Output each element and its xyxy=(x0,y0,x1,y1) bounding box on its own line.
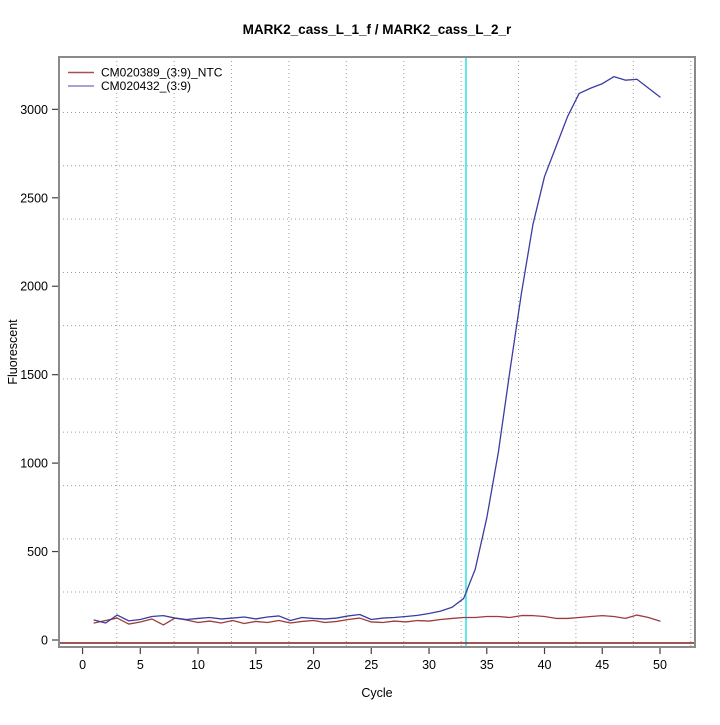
x-tick-label: 25 xyxy=(364,658,378,672)
data-series xyxy=(93,75,661,626)
ntc-curve xyxy=(93,614,661,626)
amplification-curve xyxy=(93,75,661,624)
plot-border xyxy=(58,56,696,648)
y-tick-label: 2500 xyxy=(20,191,48,205)
x-tick-label: 50 xyxy=(653,658,667,672)
y-tick-label: 3000 xyxy=(20,103,48,117)
x-tick-label: 40 xyxy=(538,658,552,672)
x-tick-label: 20 xyxy=(307,658,321,672)
axis-ticks: 0 5 10 15 20 25 30 35 40 45 5005001000150020002500… xyxy=(20,103,667,672)
y-tick-label: 0 xyxy=(41,633,48,647)
legend-label-ntc: CM020389_(3:9)_NTC xyxy=(101,66,223,80)
marker-lines xyxy=(59,57,695,647)
legend: CM020389_(3:9)_NTC CM020432_(3:9) xyxy=(68,66,223,93)
y-tick-label: 2000 xyxy=(20,280,48,294)
x-tick-label: 5 xyxy=(137,658,144,672)
x-tick-label: 30 xyxy=(422,658,436,672)
y-tick-label: 1000 xyxy=(20,457,48,471)
x-tick-label: 45 xyxy=(595,658,609,672)
legend-label-sample: CM020432_(3:9) xyxy=(101,79,191,93)
plot-box xyxy=(58,56,696,648)
gridlines xyxy=(59,57,695,647)
x-axis-label: Cycle xyxy=(361,686,392,700)
x-tick-label: 10 xyxy=(191,658,205,672)
y-axis-label: Fluorescent xyxy=(6,319,20,385)
x-tick-label: 15 xyxy=(249,658,263,672)
y-tick-label: 1500 xyxy=(20,368,48,382)
x-tick-label: 35 xyxy=(480,658,494,672)
chart-title: MARK2_cass_L_1_f / MARK2_cass_L_2_r xyxy=(243,22,512,37)
y-tick-label: 500 xyxy=(27,545,48,559)
x-tick-label: 0 xyxy=(79,658,86,672)
